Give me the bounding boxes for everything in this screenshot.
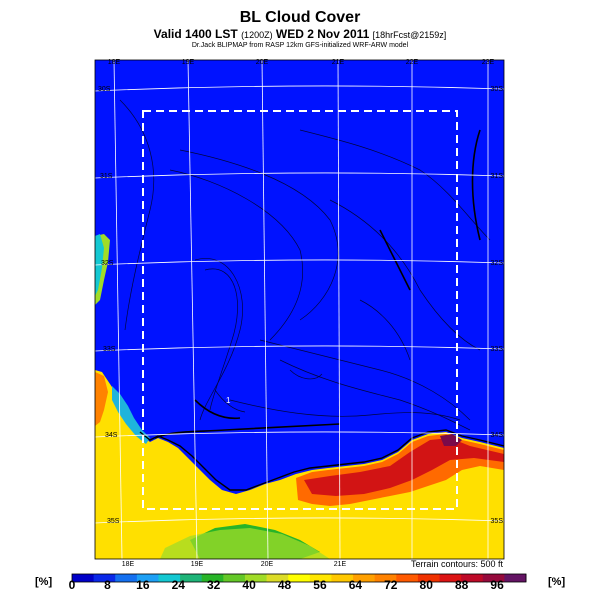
colorbar-tick-label: 88: [454, 578, 469, 592]
lat-label-left: 33S: [103, 346, 116, 353]
southern-lightgreen-pocket: [160, 528, 330, 559]
colorbar-swatch: [158, 574, 181, 582]
lat-label-left: 34S: [105, 432, 118, 439]
lat-label-left: 31S: [100, 173, 113, 180]
western-orange-area: [95, 372, 108, 426]
colorbar-swatch: [244, 574, 268, 582]
colorbar-swatch: [266, 574, 289, 582]
terrain-note: Terrain contours: 500 ft: [410, 559, 503, 569]
parallel-line: [95, 517, 504, 524]
colorbar-frame: [71, 573, 527, 583]
colorbar-unit-left: [%]: [35, 576, 53, 588]
inner-domain-box: [142, 110, 458, 510]
colorbar-tick-label: 8: [104, 578, 111, 592]
terrain-contours: [119, 99, 491, 431]
lon-label-top: 22E: [406, 59, 419, 66]
lon-label-top: 21E: [332, 59, 345, 66]
colorbar-swatch: [439, 574, 462, 582]
model-credit: Dr.Jack BLIPMAP from RASP 12km GFS-initi…: [191, 42, 409, 49]
valid-date: WED 2 Nov 2011: [275, 27, 370, 41]
lat-lon-grid: [95, 60, 504, 559]
colorbar-tick-label: 64: [348, 578, 363, 592]
parallel-line: [95, 431, 504, 438]
colorbar-swatch: [201, 574, 224, 582]
colorbar-tick-label: 0: [68, 578, 76, 592]
southern-land-area: [95, 370, 504, 559]
point-marker: 1: [226, 396, 231, 405]
colorbar-tick-label: 40: [242, 578, 256, 592]
valid-time-main: Valid 1400 LST: [153, 27, 238, 41]
chart-title: BL Cloud Cover: [239, 9, 361, 26]
colorbar-tick-label: 24: [171, 578, 185, 592]
colorbar-swatch: [374, 574, 397, 582]
parallel-line: [95, 345, 504, 352]
colorbar-swatch: [331, 574, 354, 582]
colorbar-swatch: [309, 574, 332, 582]
lon-label-top: 18E: [108, 59, 121, 66]
lat-label-right: 34S: [491, 432, 504, 439]
coastal-max-cover-band: [304, 438, 504, 496]
lon-label-bottom: 19E: [191, 561, 204, 568]
parallel-line: [95, 85, 504, 92]
colorbar-tick-label: 48: [277, 578, 292, 592]
map-border: [94, 59, 505, 560]
lon-label-bottom: 18E: [122, 561, 135, 568]
lat-label-left: 35S: [107, 518, 120, 525]
colorbar-swatch: [396, 574, 419, 582]
parallel-line: [95, 172, 504, 179]
lat-label-left: 30S: [98, 86, 111, 93]
lon-label-top: 20E: [256, 59, 269, 66]
meridian-line: [261, 60, 269, 559]
meridian-line: [337, 60, 341, 559]
coast-cyan-fringe: [112, 386, 150, 444]
lat-label-left: 32S: [101, 260, 114, 267]
colorbar-swatch: [223, 574, 246, 582]
valid-time: Valid 1400 LST (1200Z) WED 2 Nov 2011 [1…: [0, 27, 600, 41]
colorbar-swatch: [504, 574, 527, 582]
colorbar-tick-label: 56: [313, 578, 327, 592]
colorbar-swatch: [136, 574, 159, 582]
lon-label-top: 23E: [482, 59, 495, 66]
colorbar-swatch: [353, 574, 376, 582]
colorbar-swatch: [180, 574, 203, 582]
colorbar-tick-label: 16: [136, 578, 150, 592]
run-time: (1200Z): [241, 30, 273, 40]
parallel-line: [95, 259, 504, 266]
lat-label-right: 30S: [491, 86, 504, 93]
meridian-line: [113, 60, 123, 559]
colorbar-swatch: [93, 574, 116, 582]
colorbar-swatch: [417, 574, 441, 582]
forecast-info: [18hrFcst@2159z]: [372, 30, 447, 40]
lat-label-right: 32S: [491, 260, 504, 267]
meridian-line: [187, 60, 198, 559]
coastline: [139, 429, 504, 491]
colorbar-swatch: [115, 574, 138, 582]
colorbar-swatch: [482, 574, 505, 582]
colorbar: [71, 573, 527, 583]
lon-label-bottom: 21E: [334, 561, 347, 568]
lat-label-right: 35S: [491, 518, 504, 525]
colorbar-swatch: [461, 574, 484, 582]
lat-label-right: 33S: [491, 346, 504, 353]
major-contours: [154, 129, 481, 439]
colorbar-swatch: [288, 574, 311, 582]
colorbar-tick-label: 72: [384, 578, 398, 592]
colorbar-unit-right: [%]: [548, 576, 566, 588]
colorbar-tick-label: 32: [207, 578, 221, 592]
colorbar-tick-label: 80: [419, 578, 433, 592]
lat-label-right: 31S: [491, 173, 504, 180]
colorbar-tick-label: 96: [490, 578, 504, 592]
lon-label-top: 19E: [182, 59, 195, 66]
lon-label-bottom: 20E: [261, 561, 274, 568]
colorbar-swatch: [72, 574, 95, 582]
